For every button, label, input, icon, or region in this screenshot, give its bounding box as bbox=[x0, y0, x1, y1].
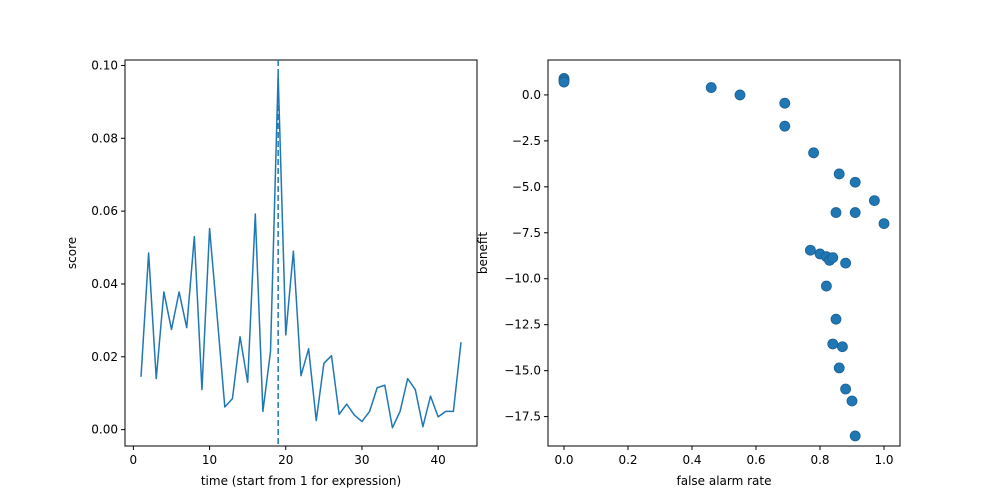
scatter-point bbox=[827, 338, 839, 350]
left-y-tick-label: 0.00 bbox=[91, 423, 118, 437]
left-y-tick-label: 0.08 bbox=[91, 131, 118, 145]
left-subplot: 0 10 20 30 40 0.00 0.02 0.04 0.06 0.08 0.10 time … bbox=[65, 58, 478, 488]
right-y-ticks: 0.0 −2.5 −5.0 −7.5 −10.0 −12.5 −15.0 −17.5 bbox=[504, 88, 548, 424]
scatter-point bbox=[705, 82, 717, 93]
left-y-tick-label: 0.02 bbox=[91, 350, 118, 364]
scatter-point bbox=[849, 176, 861, 188]
left-x-tick-label: 10 bbox=[202, 453, 217, 467]
right-x-tick-label: 1.0 bbox=[874, 453, 893, 467]
right-y-tick-label: −5.0 bbox=[512, 180, 541, 194]
scatter-point bbox=[837, 341, 848, 353]
right-x-tick-label: 0.2 bbox=[618, 453, 637, 467]
scatter-point bbox=[840, 257, 851, 269]
right-subplot: 0.0 0.2 0.4 0.6 0.8 1.0 0.0 −2.5 −5.0 −7.5 −10.0 −… bbox=[476, 59, 901, 488]
left-y-axis-label: score bbox=[65, 237, 79, 269]
left-y-tick-label: 0.04 bbox=[91, 277, 118, 291]
right-x-tick-label: 0.8 bbox=[810, 453, 829, 467]
scatter-point bbox=[827, 252, 839, 263]
scatter-point bbox=[779, 120, 791, 132]
right-x-tick-label: 0.0 bbox=[554, 453, 573, 467]
scatter-point bbox=[833, 168, 845, 180]
left-x-tick-label: 40 bbox=[431, 453, 446, 467]
scatter-point bbox=[840, 383, 851, 395]
right-x-axis-label: false alarm rate bbox=[676, 474, 771, 488]
right-y-axis-label: benefit bbox=[476, 232, 490, 275]
left-y-tick-label: 0.10 bbox=[91, 58, 118, 72]
left-series bbox=[140, 60, 462, 446]
right-y-tick-label: −17.5 bbox=[504, 410, 541, 424]
scatter-point bbox=[821, 280, 832, 292]
left-plot-frame bbox=[124, 59, 478, 447]
left-y-ticks: 0.00 0.02 0.04 0.06 0.08 0.10 bbox=[91, 58, 125, 437]
scatter-point bbox=[830, 313, 842, 325]
left-x-tick-label: 30 bbox=[354, 453, 369, 467]
scatter-point bbox=[849, 207, 861, 218]
right-y-tick-label: −7.5 bbox=[512, 226, 541, 240]
left-y-tick-label: 0.06 bbox=[91, 204, 118, 218]
scatter-point bbox=[849, 430, 861, 442]
left-x-tick-label: 0 bbox=[130, 453, 138, 467]
scatter-point bbox=[558, 76, 570, 88]
left-x-axis-label: time (start from 1 for expression) bbox=[201, 474, 401, 488]
left-x-tick-label: 20 bbox=[278, 453, 293, 467]
score-line bbox=[140, 73, 462, 429]
scatter-point bbox=[779, 97, 791, 109]
right-y-tick-label: −12.5 bbox=[504, 318, 541, 332]
right-x-tick-label: 0.6 bbox=[746, 453, 765, 467]
scatter-point bbox=[878, 218, 890, 229]
right-y-tick-label: 0.0 bbox=[522, 88, 541, 102]
scatter-point bbox=[808, 147, 819, 159]
scatter-point bbox=[869, 195, 880, 207]
scatter-point bbox=[833, 362, 845, 374]
right-x-ticks: 0.0 0.2 0.4 0.6 0.8 1.0 bbox=[554, 446, 894, 467]
right-y-tick-label: −15.0 bbox=[504, 364, 541, 378]
right-x-tick-label: 0.4 bbox=[682, 453, 701, 467]
left-x-ticks: 0 10 20 30 40 bbox=[130, 446, 446, 467]
scatter-point bbox=[846, 395, 858, 407]
right-plot-frame bbox=[547, 59, 901, 447]
scatter-point bbox=[830, 207, 842, 218]
right-y-tick-label: −2.5 bbox=[512, 134, 541, 148]
right-y-tick-label: −10.0 bbox=[504, 272, 541, 286]
scatter-point bbox=[734, 89, 746, 101]
scatter-point bbox=[805, 244, 816, 256]
right-series bbox=[558, 72, 890, 442]
